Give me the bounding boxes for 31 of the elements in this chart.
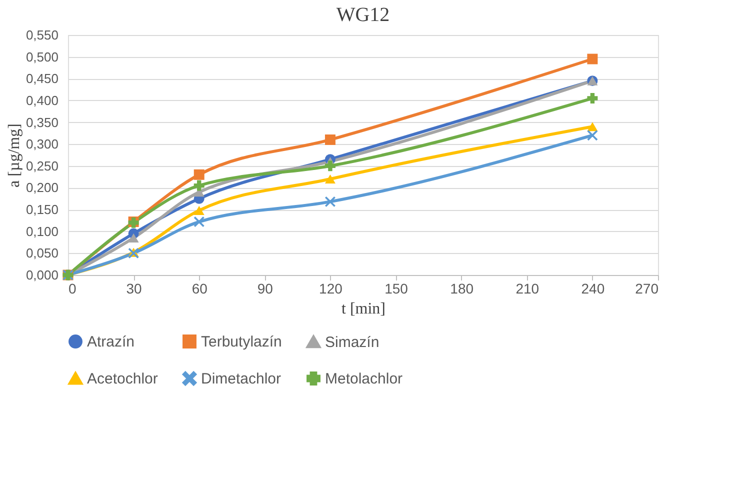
y-tick-label: 0,100 <box>26 224 58 239</box>
y-tick-label: 0,000 <box>26 268 58 282</box>
y-tick-label: 0,450 <box>26 71 58 86</box>
x-tick-label: 30 <box>126 280 142 296</box>
x-tick-label: 60 <box>192 280 208 296</box>
legend-label: Simazín <box>325 334 380 351</box>
y-tick-label: 0,550 <box>26 28 58 42</box>
x-tick-label: 240 <box>581 280 605 296</box>
x-tick-label: 270 <box>635 280 659 296</box>
x-tick-label: 120 <box>319 280 343 296</box>
y-tick-label: 0,350 <box>26 114 58 130</box>
legend-label: Dimetachlor <box>201 370 282 388</box>
legend-label: Terbutylazín <box>201 334 282 351</box>
legend-label: Atrazín <box>87 334 135 351</box>
x-axis-title: t [min] <box>342 300 386 318</box>
y-tick-label: 0,400 <box>26 92 58 108</box>
x-tick-label: 180 <box>450 280 474 296</box>
legend-label: Acetochlor <box>87 370 158 388</box>
x-tick-label: 90 <box>257 280 274 296</box>
legend-label: Metolachlor <box>325 370 403 388</box>
y-tick-label: 0,050 <box>26 246 58 261</box>
y-tick-label: 0,500 <box>26 49 58 64</box>
y-tick-label: 0,150 <box>26 202 58 218</box>
x-tick-label: 0 <box>68 280 76 296</box>
y-axis-title: a [µg/mg] <box>6 124 23 188</box>
y-tick-label: 0,250 <box>26 158 58 174</box>
y-tick-label: 0,300 <box>26 136 58 152</box>
y-tick-label: 0,200 <box>26 180 58 196</box>
x-tick-label: 150 <box>384 280 408 296</box>
x-tick-label: 210 <box>516 280 540 296</box>
chart-title: WG12 <box>336 4 390 26</box>
